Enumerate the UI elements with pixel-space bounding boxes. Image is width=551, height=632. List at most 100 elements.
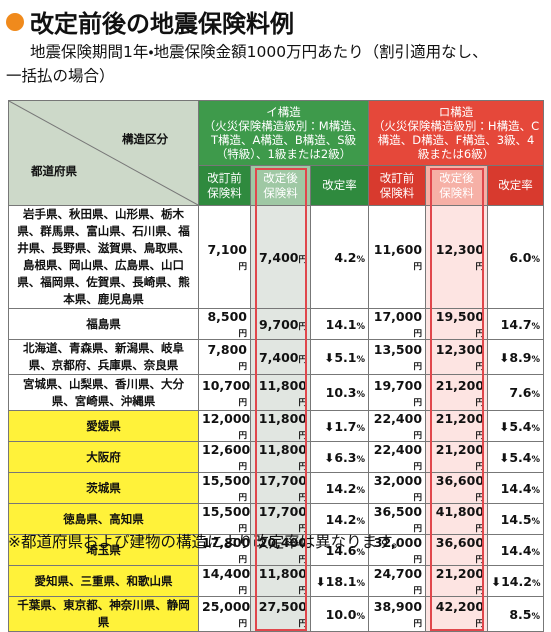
value-cell: 36,600円 [425, 534, 489, 566]
corner-bottom: 都道府県 [31, 164, 77, 178]
value-cell: 15,500円 [198, 503, 251, 535]
unit: 円 [475, 262, 485, 272]
prefecture-cell: 埼玉県 [8, 534, 199, 566]
unit: 円 [475, 555, 485, 565]
value-cell: 42,200円 [425, 596, 489, 632]
table-row: 愛媛県 12,000円 11,800円 ⬇1.7% 22,400円 21,200円 ⬇5.4… [8, 410, 545, 442]
column-label: 改定後保険料 [439, 170, 474, 200]
prefecture-cell: 徳島県、高知県 [8, 503, 199, 535]
unit: 円 [238, 462, 247, 472]
title-row: 改定前後の地震保険料例 [6, 4, 294, 39]
unit: 円 [413, 329, 423, 339]
group-header: イ構造 （火災保険構造級別：M構造、T構造、A構造、B構造、S級（特級）、1級また… [197, 100, 370, 166]
column-label: 改定率 [498, 178, 533, 192]
unit: 円 [238, 431, 247, 441]
unit: 円 [298, 619, 307, 629]
unit: 円 [475, 493, 485, 503]
value-cell: 10.0% [309, 596, 370, 632]
prefecture-cell: 福島県 [8, 308, 199, 340]
footnote: ※都道府県および建物の構造により改定率は異なります。 [8, 533, 407, 551]
unit: % [356, 485, 366, 496]
value-cell: ⬇14.2% [487, 565, 545, 597]
value-cell: 11,800円 [250, 374, 311, 411]
arrow: ⬇ [499, 350, 510, 365]
unit: 円 [298, 462, 307, 472]
value-cell: ⬇18.1% [309, 565, 370, 597]
value-cell: ⬇5.4% [487, 410, 545, 442]
unit: 円 [413, 586, 423, 596]
unit: 円 [238, 619, 247, 629]
value-cell: 7,400円 [250, 205, 311, 309]
unit: 円 [475, 524, 485, 534]
value-cell: ⬇5.1% [309, 339, 370, 375]
value-cell: 10.3% [309, 374, 370, 411]
unit: 円 [298, 254, 307, 265]
value-cell: 8.5% [487, 596, 545, 632]
unit: 円 [413, 524, 423, 534]
unit: 円 [238, 524, 247, 534]
premium-table: 構造区分 都道府県 イ構造 （火災保険構造級別：M構造、T構造、A構造、B構造、S… [8, 100, 545, 632]
value-cell: 11,800円 [250, 410, 311, 442]
unit: 円 [413, 462, 423, 472]
unit: % [531, 423, 541, 434]
prefecture-cell: 北海道、青森県、新潟県、岐阜県、京都府、兵庫県、奈良県 [8, 339, 199, 375]
value-cell: 14.1% [309, 308, 370, 340]
value-cell: 15,500円 [198, 472, 251, 504]
value-cell: 17,800円 [198, 534, 251, 566]
column-header: 改定率 [309, 165, 370, 206]
unit: 円 [298, 431, 307, 441]
arrow: ⬇ [499, 419, 510, 434]
value-cell: ⬇6.3% [309, 441, 370, 473]
value-cell: 14.7% [487, 308, 545, 340]
unit: 円 [238, 397, 247, 408]
unit: 円 [298, 321, 307, 332]
value-cell: 11,600円 [368, 205, 427, 309]
arrow: ⬇ [491, 574, 502, 589]
value-cell: 12,300円 [425, 339, 489, 375]
table-row: 大阪府 12,600円 11,800円 ⬇6.3% 22,400円 21,200円 ⬇5.4… [8, 441, 545, 473]
prefecture-cell: 岩手県、秋田県、山形県、栃木県、群馬県、富山県、石川県、福井県、長野県、滋賀県、… [8, 205, 199, 309]
value-cell: 7.6% [487, 374, 545, 411]
subtitle-line: 地震保険期間1年・地震保険金額1000万円あたり（割引適用なし、 [30, 43, 488, 61]
unit: 円 [475, 431, 485, 441]
table-row: 千葉県、東京都、神奈川県、静岡県 25,000円 27,500円 10.0% 38,90… [8, 596, 545, 632]
unit: % [531, 321, 541, 332]
value-cell: 12,000円 [198, 410, 251, 442]
column-header: 改定率 [487, 165, 545, 206]
value-cell: 22,400円 [368, 410, 427, 442]
unit: % [356, 423, 366, 434]
unit: % [531, 578, 541, 589]
value-cell: 14.5% [487, 503, 545, 535]
table-row: 岩手県、秋田県、山形県、栃木県、群馬県、富山県、石川県、福井県、長野県、滋賀県、… [8, 205, 545, 309]
unit: 円 [238, 555, 247, 565]
value-cell: 6.0% [487, 205, 545, 309]
value-cell: ⬇1.7% [309, 410, 370, 442]
prefecture-cell: 大阪府 [8, 441, 199, 473]
unit: % [531, 485, 541, 496]
value-cell: 17,700円 [250, 503, 311, 535]
unit: 円 [413, 397, 423, 408]
column-label: 改定率 [322, 178, 357, 192]
value-cell: 10,700円 [198, 374, 251, 411]
value-cell: 9,700円 [250, 308, 311, 340]
value-cell: 14.6% [309, 534, 370, 566]
arrow: ⬇ [324, 350, 335, 365]
group-detail: （火災保険構造級別：M構造、T構造、A構造、B構造、S級（特級）、1級または2級… [203, 119, 364, 161]
value-cell: 7,400円 [250, 339, 311, 375]
column-label: 改訂前保険料 [207, 170, 242, 200]
unit: 円 [298, 397, 307, 408]
unit: % [356, 578, 366, 589]
column-label: 改訂前保険料 [379, 170, 415, 200]
value-cell: 12,300円 [425, 205, 489, 309]
column-header: 改定後保険料 [425, 165, 489, 206]
unit: % [356, 547, 366, 558]
value-cell: 14.4% [487, 472, 545, 504]
value-cell: 38,900円 [368, 596, 427, 632]
arrow: ⬇ [324, 419, 335, 434]
value-cell: ⬇5.4% [487, 441, 545, 473]
prefecture-cell: 千葉県、東京都、神奈川県、静岡県 [8, 596, 199, 632]
value-cell: 25,000円 [198, 596, 251, 632]
arrow: ⬇ [315, 574, 326, 589]
unit: 円 [475, 329, 485, 339]
prefecture-cell: 愛媛県 [8, 410, 199, 442]
